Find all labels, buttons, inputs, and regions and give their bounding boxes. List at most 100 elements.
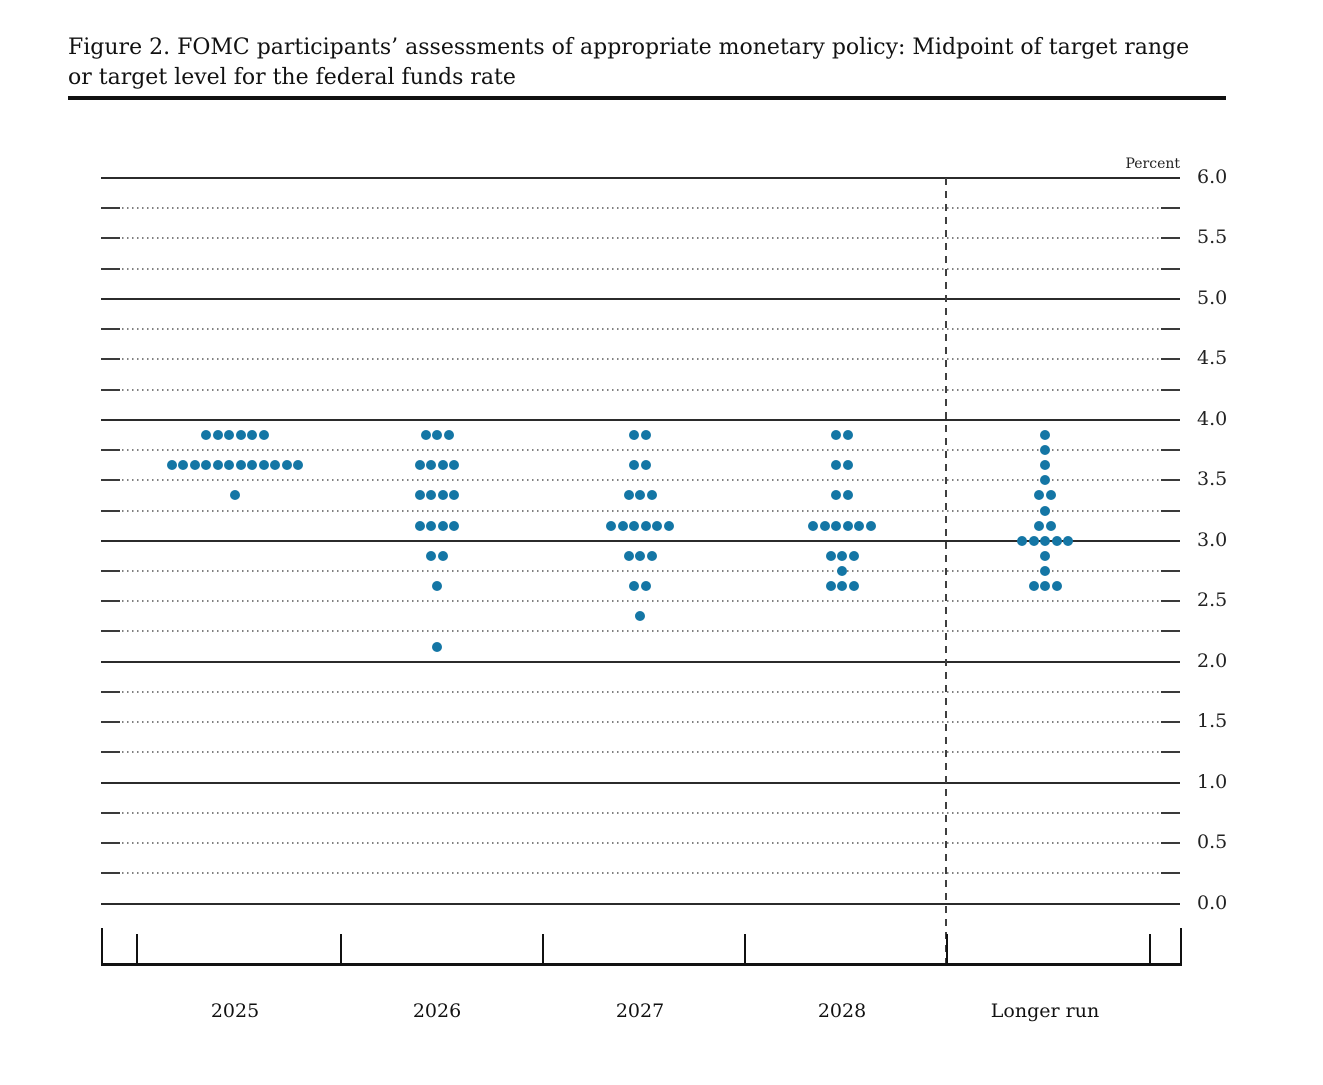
gridline-dotted (122, 207, 1159, 210)
y-axis-label: 1.5 (1197, 710, 1228, 733)
projection-dot (235, 460, 246, 471)
projection-dot (842, 429, 853, 440)
projection-dot (281, 460, 292, 471)
projection-dot (646, 490, 657, 501)
left-axis-tick (101, 721, 120, 724)
left-axis-tick (101, 358, 120, 361)
projection-dot (270, 460, 281, 471)
x-axis-category-label: 2026 (412, 1000, 462, 1022)
projection-dot (635, 490, 645, 501)
projection-dot (1045, 520, 1056, 531)
projection-dot (842, 490, 853, 501)
projection-dot (258, 429, 269, 440)
left-axis-tick (101, 630, 120, 633)
bottom-axis-tick (744, 934, 746, 963)
bottom-axis-end-tick (1180, 928, 1182, 963)
gridline-dotted (122, 388, 1159, 391)
figure-title-line2: or target level for the federal funds ra… (68, 65, 516, 90)
projection-dot (1045, 490, 1056, 501)
gridline-dotted (122, 569, 1159, 572)
projection-dot (293, 460, 304, 471)
right-axis-tick (1161, 630, 1180, 633)
right-axis-tick (1161, 721, 1180, 724)
figure-title: Figure 2. FOMC participants’ assessments… (68, 33, 1238, 93)
y-axis-label: 4.0 (1197, 407, 1228, 430)
projection-dot (640, 460, 651, 471)
projection-dot (635, 611, 645, 622)
projection-dot (819, 520, 830, 531)
projection-dot (189, 460, 200, 471)
right-axis-tick (1161, 237, 1180, 240)
y-axis-label: 4.5 (1197, 347, 1228, 370)
projection-dot (1040, 429, 1050, 440)
projection-dot (247, 429, 258, 440)
projection-dot (635, 550, 645, 561)
gridline-dotted (122, 237, 1159, 240)
bottom-axis-end-tick (101, 928, 103, 963)
y-axis-label: 0.5 (1197, 831, 1228, 854)
gridline-dotted (122, 690, 1159, 693)
projection-dot (166, 460, 177, 471)
right-axis-tick (1161, 388, 1180, 391)
projection-dot (1028, 581, 1039, 592)
x-axis-category-label: 2028 (817, 1000, 867, 1022)
right-axis-tick (1161, 751, 1180, 754)
left-axis-tick (101, 690, 120, 693)
y-axis-label: 2.0 (1197, 649, 1228, 672)
figure-title-line1: Figure 2. FOMC participants’ assessments… (68, 35, 1190, 60)
x-axis-category-label: Longer run (990, 1000, 1100, 1022)
projection-dot (837, 581, 847, 592)
projection-dot (831, 429, 842, 440)
gridline-solid (101, 539, 1180, 542)
projection-dot (426, 460, 437, 471)
projection-dot (652, 520, 663, 531)
left-axis-tick (101, 267, 120, 270)
gridline-dotted (122, 811, 1159, 814)
left-axis-tick (101, 811, 120, 814)
projection-dot (831, 520, 842, 531)
y-axis-label: 6.0 (1197, 165, 1228, 188)
projection-dot (837, 565, 847, 576)
projection-dot (235, 429, 246, 440)
projection-dot (414, 490, 425, 501)
left-axis-tick (101, 509, 120, 512)
left-axis-tick (101, 388, 120, 391)
projection-dot (825, 581, 836, 592)
bottom-axis-tick (946, 934, 948, 963)
bottom-axis-tick (340, 934, 342, 963)
left-axis-tick (101, 207, 120, 210)
gridline-solid (101, 418, 1180, 421)
y-axis-label: 0.0 (1197, 891, 1228, 914)
right-axis-tick (1161, 509, 1180, 512)
left-axis-tick (101, 751, 120, 754)
projection-dot (831, 490, 842, 501)
projection-dot (414, 520, 425, 531)
title-rule (68, 96, 1226, 100)
projection-dot (1040, 535, 1050, 546)
projection-dot (629, 429, 640, 440)
projection-dot (443, 429, 454, 440)
projection-dot (432, 581, 442, 592)
projection-dot (178, 460, 189, 471)
gridline-dotted (122, 509, 1159, 512)
gridline-dotted (122, 842, 1159, 845)
projection-dot (230, 490, 240, 501)
projection-dot (212, 429, 223, 440)
projection-dot (426, 520, 437, 531)
right-axis-tick (1161, 267, 1180, 270)
left-axis-tick (101, 237, 120, 240)
projection-dot (449, 460, 460, 471)
projection-dot (831, 460, 842, 471)
gridline-dotted (122, 328, 1159, 331)
right-axis-tick (1161, 569, 1180, 572)
projection-dot (449, 520, 460, 531)
projection-dot (258, 460, 269, 471)
projection-dot (224, 429, 235, 440)
projection-dot (842, 520, 853, 531)
projection-dot (640, 520, 651, 531)
projection-dot (606, 520, 617, 531)
projection-dot (1028, 535, 1039, 546)
projection-dot (837, 550, 847, 561)
gridline-dotted (122, 872, 1159, 875)
x-axis-category-label: 2025 (210, 1000, 260, 1022)
